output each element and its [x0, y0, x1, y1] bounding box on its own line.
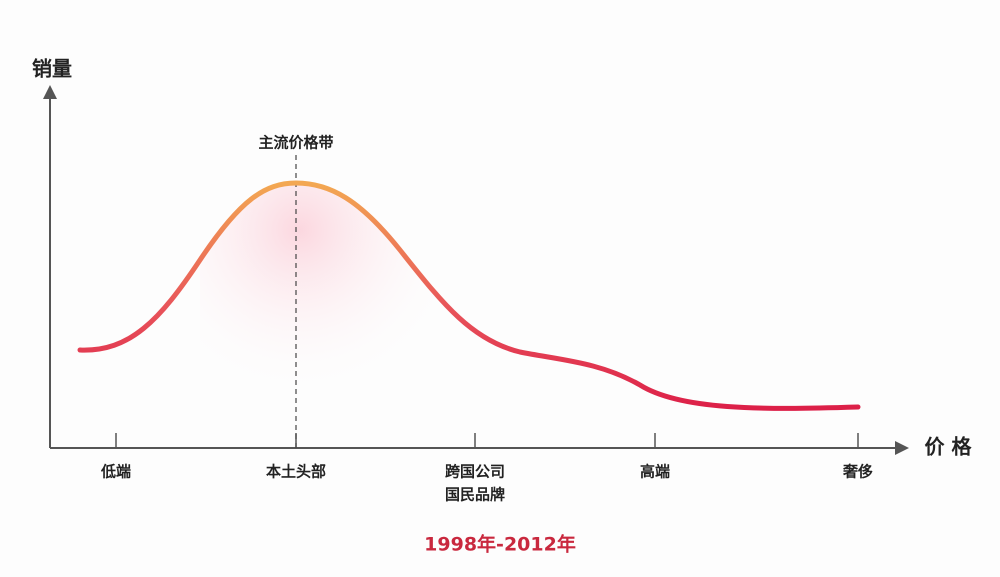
annotation: 主流价格带 — [258, 134, 333, 152]
x-ticks — [115, 433, 859, 448]
category-label: 高端 — [640, 463, 670, 481]
category-label: 奢侈 — [842, 463, 873, 481]
category-label: 跨国公司 — [445, 463, 505, 481]
x-axis-label: 价 格 — [925, 435, 973, 459]
category-label: 国民品牌 — [445, 486, 505, 504]
footer: 1998年-2012年 — [424, 533, 576, 556]
peak-glow — [200, 183, 470, 440]
category-label: 低端 — [100, 463, 131, 481]
demand-curve — [77, 180, 861, 411]
category-label: 本土头部 — [266, 463, 326, 481]
y-axis-label: 销量 — [32, 57, 72, 81]
